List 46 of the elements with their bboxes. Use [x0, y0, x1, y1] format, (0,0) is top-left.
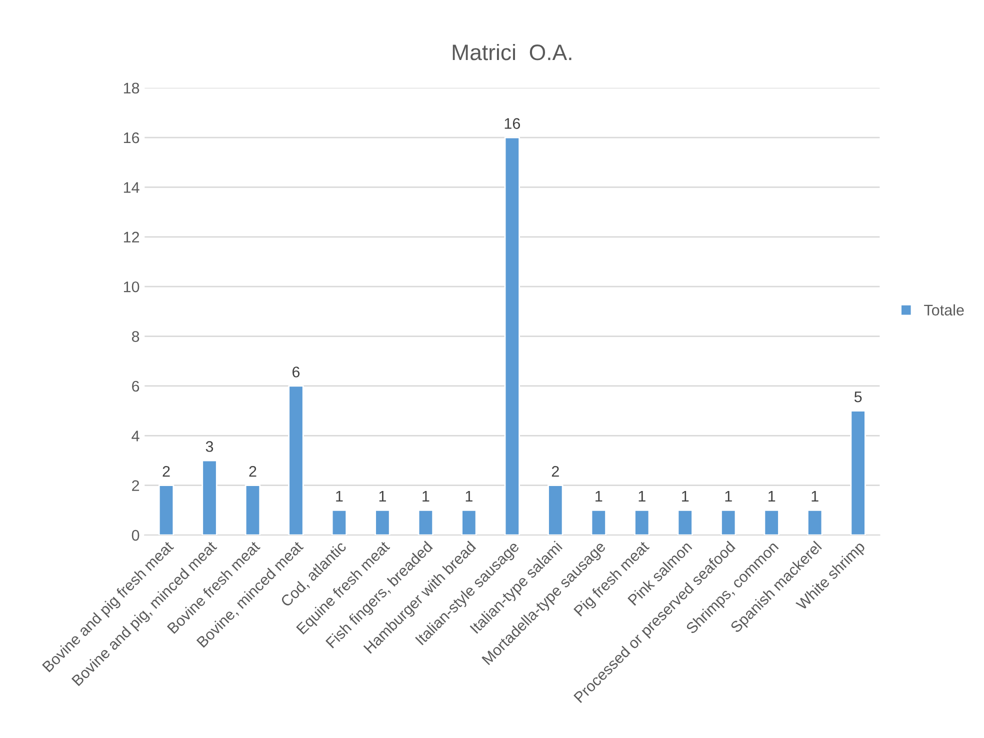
bar	[850, 410, 866, 536]
data-label: 1	[812, 490, 818, 502]
y-tick-label: 4	[132, 430, 140, 442]
bar	[764, 510, 780, 536]
bar	[288, 385, 304, 536]
bar	[374, 510, 390, 536]
y-tick-label: 0	[132, 530, 140, 541]
bar	[807, 510, 823, 536]
y-tick-label: 8	[132, 331, 140, 342]
data-label: 5	[854, 392, 862, 402]
data-label: 1	[422, 490, 430, 502]
bar	[548, 484, 564, 536]
y-tick-label: 16	[124, 132, 140, 144]
data-label: 1	[638, 490, 646, 502]
bar	[418, 510, 434, 536]
data-label: 3	[206, 441, 214, 452]
chart-title: Matrici O.A.	[452, 44, 572, 60]
data-label: 2	[552, 466, 559, 477]
data-label: 1	[596, 490, 602, 502]
bar	[244, 484, 261, 536]
bar	[158, 484, 174, 536]
data-label: 1	[336, 490, 343, 502]
data-label: 6	[292, 366, 300, 378]
data-label: 2	[249, 466, 256, 477]
data-label: 2	[162, 466, 170, 477]
data-label: 1	[379, 490, 386, 502]
data-label: 1	[682, 490, 689, 502]
bar	[720, 510, 736, 536]
data-label: 1	[725, 490, 732, 502]
y-tick-label: 2	[132, 480, 140, 491]
y-tick-label: 10	[124, 281, 140, 292]
bar	[590, 510, 606, 536]
y-tick-label: 12	[124, 232, 140, 242]
y-tick-label: 18	[124, 82, 140, 94]
data-label: 1	[768, 490, 776, 502]
bar	[634, 510, 650, 536]
bar	[461, 510, 477, 536]
bar	[202, 460, 218, 536]
y-tick-label: 14	[124, 182, 140, 193]
bar	[331, 510, 348, 536]
legend-label: Totale	[924, 304, 964, 316]
data-label: 1	[466, 490, 472, 502]
data-label: 16	[504, 118, 520, 129]
bar	[504, 136, 520, 536]
y-tick-label: 6	[132, 380, 140, 392]
bar	[677, 510, 693, 536]
